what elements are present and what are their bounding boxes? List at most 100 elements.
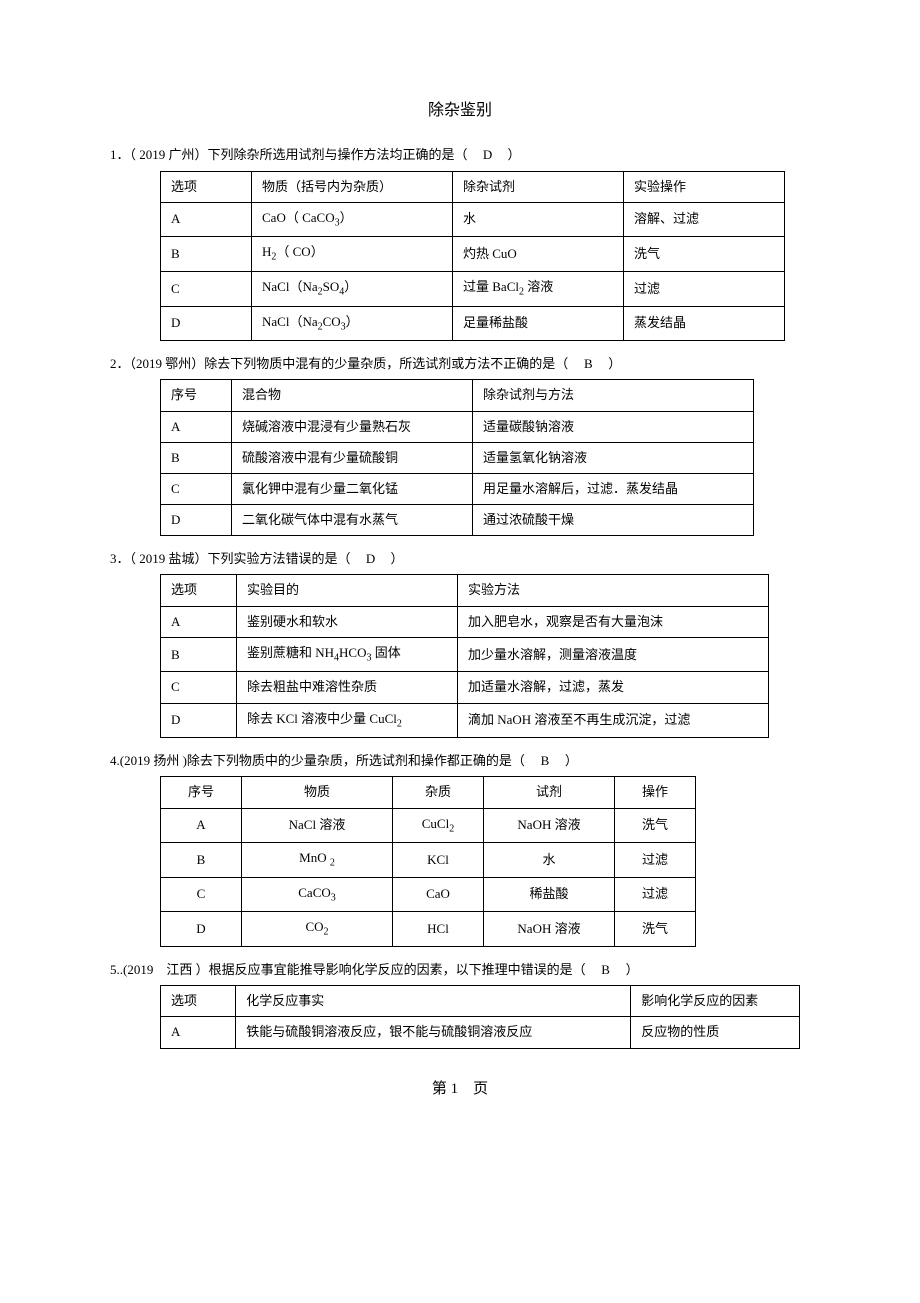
table-row: BMnO 2KCl水过滤 [161,843,696,878]
question-stem: 5..(2019 江西 ）根据反应事宜能推导影响化学反应的因素，以下推理中错误的… [110,961,800,979]
cell: B [161,442,232,473]
table-header-row: 选项化学反应事实影响化学反应的因素 [161,986,800,1017]
col-header: 实验方法 [458,575,769,606]
table-row: C氯化钾中混有少量二氧化锰用足量水溶解后，过滤．蒸发结晶 [161,473,754,504]
cell: 加适量水溶解，过滤，蒸发 [458,672,769,703]
question-stem: 1．（ 2019 广州）下列除杂所选用试剂与操作方法均正确的是（D） [110,146,800,164]
cell: D [161,505,232,536]
col-header: 实验目的 [237,575,458,606]
col-header: 除杂试剂 [453,171,624,202]
cell: 灼热 CuO [453,237,624,272]
table-header-row: 选项物质（括号内为杂质）除杂试剂实验操作 [161,171,785,202]
table-row: B鉴别蔗糖和 NH4HCO3 固体加少量水溶解，测量溶液温度 [161,637,769,672]
stem-post: ） [626,962,639,977]
cell: NaOH 溶液 [484,808,615,843]
table-row: ACaO（ CaCO3）水溶解、过滤 [161,202,785,237]
stem-pre: （ 2019 广州）下列除杂所选用试剂与操作方法均正确的是（ [130,147,468,162]
question-number: 3． [110,551,130,566]
question: 4.(2019 扬州 )除去下列物质中的少量杂质，所选试剂和操作都正确的是（B）… [120,752,800,947]
col-header: 序号 [161,380,232,411]
cell: 洗气 [624,237,785,272]
question: 5..(2019 江西 ）根据反应事宜能推导影响化学反应的因素，以下推理中错误的… [120,961,800,1049]
cell: 溶解、过滤 [624,202,785,237]
question-number: 5.. [110,962,123,977]
cell: 氯化钾中混有少量二氧化锰 [232,473,473,504]
page-footer: 第 1 页 [120,1079,800,1100]
answer-blank: B [568,355,608,373]
table-row: A鉴别硬水和软水加入肥皂水，观察是否有大量泡沫 [161,606,769,637]
col-header: 影响化学反应的因素 [631,986,800,1017]
cell: 用足量水溶解后，过滤．蒸发结晶 [473,473,754,504]
table-header-row: 选项实验目的实验方法 [161,575,769,606]
question-stem: 2．（2019 鄂州）除去下列物质中混有的少量杂质，所选试剂或方法不正确的是（B… [110,355,800,373]
stem-pre: (2019 扬州 )除去下列物质中的少量杂质，所选试剂和操作都正确的是（ [120,753,525,768]
col-header: 混合物 [232,380,473,411]
cell: 通过浓硫酸干燥 [473,505,754,536]
cell: CuCl2 [393,808,484,843]
col-header: 序号 [161,777,242,808]
table-row: CCaCO3CaO稀盐酸过滤 [161,877,696,912]
table-row: A铁能与硫酸铜溶液反应，银不能与硫酸铜溶液反应反应物的性质 [161,1017,800,1048]
cell: A [161,202,252,237]
cell: 洗气 [615,912,696,947]
cell: 稀盐酸 [484,877,615,912]
cell: NaOH 溶液 [484,912,615,947]
stem-pre: （ 2019 盐城）下列实验方法错误的是（ [130,551,351,566]
options-table: 选项化学反应事实影响化学反应的因素A铁能与硫酸铜溶液反应，银不能与硫酸铜溶液反应… [160,985,800,1048]
cell: CO2 [242,912,393,947]
col-header: 操作 [615,777,696,808]
question: 1．（ 2019 广州）下列除杂所选用试剂与操作方法均正确的是（D）选项物质（括… [120,146,800,341]
cell: HCl [393,912,484,947]
col-header: 物质（括号内为杂质） [252,171,453,202]
col-header: 选项 [161,986,236,1017]
options-table: 序号混合物除杂试剂与方法A烧碱溶液中混浸有少量熟石灰适量碳酸钠溶液B硫酸溶液中混… [160,379,754,536]
cell: A [161,808,242,843]
cell: CaCO3 [242,877,393,912]
cell: D [161,703,237,738]
stem-pre: （2019 鄂州）除去下列物质中混有的少量杂质，所选试剂或方法不正确的是（ [130,356,569,371]
stem-pre: (2019 江西 ）根据反应事宜能推导影响化学反应的因素，以下推理中错误的是（ [123,962,586,977]
cell: D [161,912,242,947]
cell: 过滤 [624,271,785,306]
options-table: 选项实验目的实验方法A鉴别硬水和软水加入肥皂水，观察是否有大量泡沫B鉴别蔗糖和 … [160,574,769,738]
cell: KCl [393,843,484,878]
cell: 反应物的性质 [631,1017,800,1048]
cell: 过滤 [615,843,696,878]
cell: 除去 KCl 溶液中少量 CuCl2 [237,703,458,738]
cell: 鉴别蔗糖和 NH4HCO3 固体 [237,637,458,672]
cell: B [161,637,237,672]
cell: 洗气 [615,808,696,843]
col-header: 实验操作 [624,171,785,202]
col-header: 杂质 [393,777,484,808]
table-row: D二氧化碳气体中混有水蒸气通过浓硫酸干燥 [161,505,754,536]
cell: CaO（ CaCO3） [252,202,453,237]
cell: 适量氢氧化钠溶液 [473,442,754,473]
question-number: 4. [110,753,120,768]
cell: CaO [393,877,484,912]
stem-post: ） [508,147,521,162]
cell: B [161,843,242,878]
cell: A [161,1017,236,1048]
cell: 铁能与硫酸铜溶液反应，银不能与硫酸铜溶液反应 [236,1017,631,1048]
cell: 水 [453,202,624,237]
cell: A [161,411,232,442]
page-title: 除杂鉴别 [120,100,800,122]
table-row: ANaCl 溶液CuCl2NaOH 溶液洗气 [161,808,696,843]
col-header: 选项 [161,171,252,202]
cell: C [161,877,242,912]
question-stem: 3．（ 2019 盐城）下列实验方法错误的是（D） [110,550,800,568]
table-row: CNaCl（Na2SO4）过量 BaCl2 溶液过滤 [161,271,785,306]
stem-post: ） [391,551,404,566]
table-row: DNaCl（Na2CO3）足量稀盐酸蒸发结晶 [161,306,785,341]
cell: 足量稀盐酸 [453,306,624,341]
table-header-row: 序号混合物除杂试剂与方法 [161,380,754,411]
table-row: B硫酸溶液中混有少量硫酸铜适量氢氧化钠溶液 [161,442,754,473]
answer-blank: B [525,752,565,770]
cell: 硫酸溶液中混有少量硫酸铜 [232,442,473,473]
options-table: 选项物质（括号内为杂质）除杂试剂实验操作ACaO（ CaCO3）水溶解、过滤BH… [160,171,785,342]
col-header: 除杂试剂与方法 [473,380,754,411]
cell: 烧碱溶液中混浸有少量熟石灰 [232,411,473,442]
cell: H2（ CO） [252,237,453,272]
table-row: D除去 KCl 溶液中少量 CuCl2滴加 NaOH 溶液至不再生成沉淀，过滤 [161,703,769,738]
question-number: 1． [110,147,130,162]
